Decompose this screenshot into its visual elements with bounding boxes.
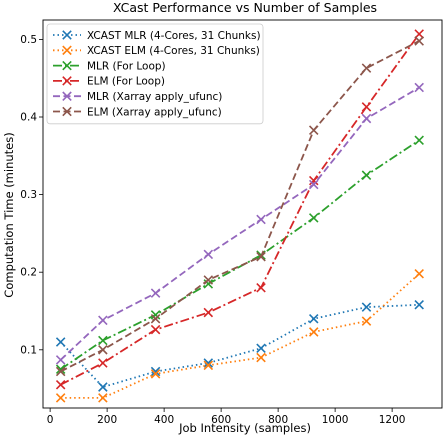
data-point	[98, 393, 108, 403]
data-point	[98, 315, 108, 326]
data-point	[98, 335, 108, 346]
legend-item: MLR (Xarray apply_ufunc)	[53, 91, 222, 103]
plot-frame	[42, 19, 443, 409]
data-point	[55, 337, 66, 347]
x-axis-label: Job Intensity (samples)	[178, 421, 311, 435]
y-tick-label: 0.4	[20, 112, 37, 124]
legend-item: ELM (For Loop)	[53, 76, 165, 88]
data-point	[414, 268, 424, 279]
data-point	[55, 364, 66, 374]
series-elm-for-loop	[55, 29, 424, 390]
data-point	[361, 302, 372, 312]
legend-label: ELM (For Loop)	[87, 76, 165, 88]
data-point	[414, 36, 424, 46]
x-tick-label: 400	[154, 414, 174, 426]
data-point	[361, 113, 372, 124]
x-tick-label: 800	[268, 414, 288, 426]
x-tick-label: 200	[97, 414, 117, 426]
data-point	[256, 343, 266, 354]
data-point	[361, 170, 372, 180]
data-point	[150, 288, 161, 298]
y-tick-label: 0.1	[20, 344, 37, 356]
series-line	[60, 40, 420, 373]
series-line	[60, 33, 420, 386]
y-axis-label: Computation Time (minutes)	[2, 132, 16, 297]
legend-item: XCAST ELM (4-Cores, 31 Chunks)	[53, 45, 260, 57]
x-tick-label: 1200	[379, 414, 406, 426]
data-point	[55, 355, 66, 365]
series-line	[60, 86, 420, 361]
legend-label: ELM (Xarray apply_ufunc)	[87, 106, 222, 118]
y-tick-label: 0.2	[20, 267, 37, 279]
series-line	[60, 139, 420, 370]
legend-label: XCAST ELM (4-Cores, 31 Chunks)	[87, 45, 260, 57]
data-point	[308, 327, 319, 337]
legend-label: MLR (Xarray apply_ufunc)	[87, 91, 222, 103]
data-point	[256, 251, 266, 262]
legend-item: ELM (Xarray apply_ufunc)	[53, 106, 222, 118]
legend-marker	[62, 76, 72, 86]
data-point	[98, 345, 108, 355]
data-point	[203, 360, 214, 371]
x-tick-label: 0	[47, 414, 54, 426]
legend-item: MLR (For Loop)	[53, 60, 166, 72]
data-point	[150, 369, 161, 379]
data-point	[256, 282, 266, 293]
chart-title: XCast Performance vs Number of Samples	[113, 0, 377, 15]
data-point	[414, 82, 424, 93]
data-point	[308, 179, 319, 190]
data-point	[308, 175, 319, 186]
x-tick-label: 1000	[322, 414, 349, 426]
data-point	[203, 249, 214, 260]
legend-marker	[62, 91, 72, 101]
data-point	[361, 102, 372, 112]
data-point	[308, 125, 319, 135]
data-point	[361, 63, 372, 73]
series-elm-xarray-apply-ufunc	[55, 36, 424, 377]
legend-label: MLR (For Loop)	[87, 60, 166, 72]
series-xcast-mlr-4-cores-31-chunks	[55, 300, 424, 392]
legend-label: XCAST MLR (4-Cores, 31 Chunks)	[87, 30, 261, 42]
series-xcast-elm-4-cores-31-chunks	[55, 268, 424, 403]
data-point	[98, 358, 108, 368]
data-point	[55, 393, 66, 403]
data-point	[361, 316, 372, 326]
data-point	[308, 213, 319, 223]
data-point	[55, 366, 66, 377]
legend-box	[46, 23, 264, 125]
legend-marker	[62, 60, 72, 71]
data-point	[203, 307, 214, 318]
x-tick-label: 600	[211, 414, 231, 426]
y-tick-label: 0.5	[20, 34, 37, 46]
legend-item: XCAST MLR (4-Cores, 31 Chunks)	[53, 30, 261, 42]
legend-marker	[62, 45, 72, 56]
legend-marker	[62, 30, 72, 40]
data-point	[98, 382, 108, 392]
data-point	[414, 29, 424, 39]
series-line	[60, 273, 420, 399]
data-point	[203, 358, 214, 368]
data-point	[55, 379, 66, 390]
series-mlr-xarray-apply-ufunc	[55, 82, 424, 365]
data-point	[150, 324, 161, 335]
legend-marker	[62, 106, 72, 117]
data-point	[150, 313, 161, 324]
data-point	[414, 135, 424, 146]
data-point	[256, 352, 266, 363]
data-point	[150, 366, 161, 377]
legend: XCAST MLR (4-Cores, 31 Chunks) XCAST ELM …	[46, 23, 264, 125]
y-tick-label: 0.3	[20, 189, 37, 201]
data-point	[308, 313, 319, 324]
data-point	[414, 300, 424, 310]
data-point	[203, 275, 214, 285]
data-point	[256, 214, 266, 225]
